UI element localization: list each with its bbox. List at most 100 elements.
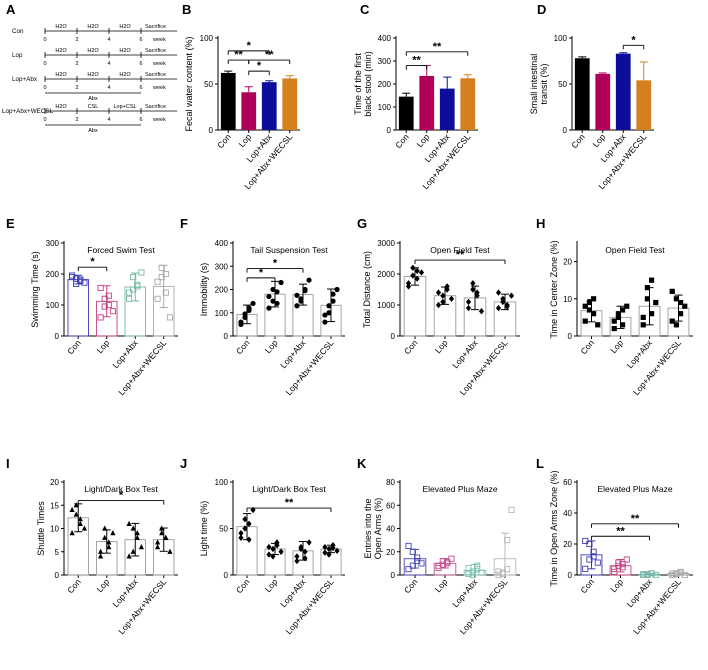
data-point <box>615 311 622 317</box>
data-point <box>326 545 332 553</box>
chart-panel-l: L 0 20 40 60 Time in Open Arms Zone (%) Elevat… <box>536 456 693 636</box>
data-point <box>586 299 593 306</box>
protocol-week-label: 0 <box>43 61 46 67</box>
significance-label: * <box>257 60 262 72</box>
protocol-group-label: Lop+Abx+WECSL <box>2 108 54 115</box>
data-point <box>508 292 515 299</box>
data-point <box>624 303 630 309</box>
x-tick-label-group: Lop+Abx <box>625 576 655 609</box>
data-point <box>298 545 304 553</box>
data-point <box>474 289 480 296</box>
data-point <box>238 321 244 327</box>
x-tick-label-group: Lop <box>433 338 450 356</box>
protocol-week-label: week <box>152 61 166 67</box>
x-tick-label: Lop <box>415 132 432 150</box>
y-tick-label: 0 <box>209 126 214 135</box>
x-tick-label: Lop <box>237 132 254 150</box>
y-tick-label: 20 <box>386 548 395 557</box>
bar <box>220 72 236 130</box>
data-point <box>266 551 272 558</box>
data-point <box>246 520 252 528</box>
data-point <box>590 548 597 555</box>
data-point <box>582 303 588 309</box>
panel-letter: H <box>536 216 545 231</box>
data-point <box>478 569 485 576</box>
data-point <box>278 548 284 555</box>
chart-panel-i: I 0 5 10 15 20 Shuttle Times Light/Dark Box Tes… <box>6 456 178 636</box>
x-tick-label: Con <box>65 577 83 596</box>
y-tick-label: 20 <box>50 478 59 487</box>
protocol-week-label: week <box>152 117 166 123</box>
x-tick-label-group: Con <box>578 577 596 596</box>
data-point <box>682 303 688 309</box>
y-axis-label-group: Entries into theOpen Arms (%) <box>363 498 383 560</box>
x-tick-label: Con <box>215 132 233 151</box>
chart-title: Open Field Test <box>430 245 490 255</box>
protocol-week-label: week <box>152 37 166 43</box>
protocol-week-label: week <box>152 85 166 91</box>
data-point <box>242 525 248 532</box>
data-point <box>306 277 312 283</box>
protocol-week-label: 2 <box>75 37 78 43</box>
data-point <box>102 534 108 540</box>
y-tick-label: 0 <box>224 332 229 341</box>
bar <box>261 82 277 130</box>
x-tick-label-group: Con <box>65 338 83 357</box>
protocol-week-label: 6 <box>139 61 142 67</box>
y-tick-label: 0 <box>568 571 573 580</box>
data-point <box>414 275 420 282</box>
data-point <box>615 562 622 569</box>
x-tick-label-group: Con <box>402 577 420 596</box>
data-point <box>322 543 328 551</box>
chart-panel-e: E 0 100 200 300 Swimming Time (s) Forced Swim … <box>6 216 178 397</box>
x-tick-label: Lop <box>95 577 112 595</box>
protocol-week-label: 4 <box>107 85 110 91</box>
protocol-segment-label: H2O <box>55 48 67 54</box>
y-axis-label-line: Small intestinal <box>529 54 539 115</box>
data-point <box>274 300 280 307</box>
y-tick-label: 0 <box>55 571 60 580</box>
y-tick-label: 0 <box>563 126 568 135</box>
data-point <box>322 549 328 556</box>
significance-label: ** <box>234 49 243 61</box>
data-point <box>97 553 104 559</box>
y-tick-label: 50 <box>204 80 213 89</box>
y-tick-label: 100 <box>215 478 229 487</box>
data-point <box>508 506 515 513</box>
data-point <box>238 529 244 537</box>
data-point <box>306 539 312 546</box>
y-tick-label: 1000 <box>377 301 395 310</box>
y-axis-label-group: Immobility (s) <box>199 263 209 317</box>
y-tick-label: 50 <box>558 80 567 89</box>
data-point <box>611 318 617 324</box>
data-point <box>611 568 618 575</box>
data-point <box>302 548 308 555</box>
data-point <box>266 293 272 300</box>
x-tick-label-group: Con <box>578 338 596 357</box>
bar <box>398 96 414 130</box>
y-tick-label: 200 <box>46 270 60 279</box>
y-axis-label-group: Time in Center Zone (%) <box>549 240 559 338</box>
significance-label: * <box>247 40 252 52</box>
x-tick-label-group: Lop <box>415 132 432 150</box>
significance-label: * <box>119 490 124 502</box>
data-point <box>669 288 675 294</box>
y-axis-label: Shuttle Times <box>36 501 46 556</box>
data-point <box>640 322 646 328</box>
x-tick-label-group: Lop+Abx <box>450 576 480 609</box>
y-tick-label: 40 <box>563 509 572 518</box>
y-tick-label: 20 <box>563 540 572 549</box>
x-tick-label-group: Lop+Abx <box>110 576 140 609</box>
x-tick-label-group: Lop <box>95 577 112 595</box>
bar <box>419 75 435 130</box>
data-point <box>405 566 412 573</box>
data-point <box>444 283 450 290</box>
protocol-week-label: 4 <box>107 61 110 67</box>
protocol-segment-label: CSL <box>88 104 99 110</box>
chart-title: Open Field Test <box>605 245 665 255</box>
significance-label: * <box>259 267 264 279</box>
x-tick-label-group: Con <box>215 132 233 151</box>
chart-title: Light/Dark Box Test <box>84 484 158 494</box>
protocol-week-label: 6 <box>139 85 142 91</box>
